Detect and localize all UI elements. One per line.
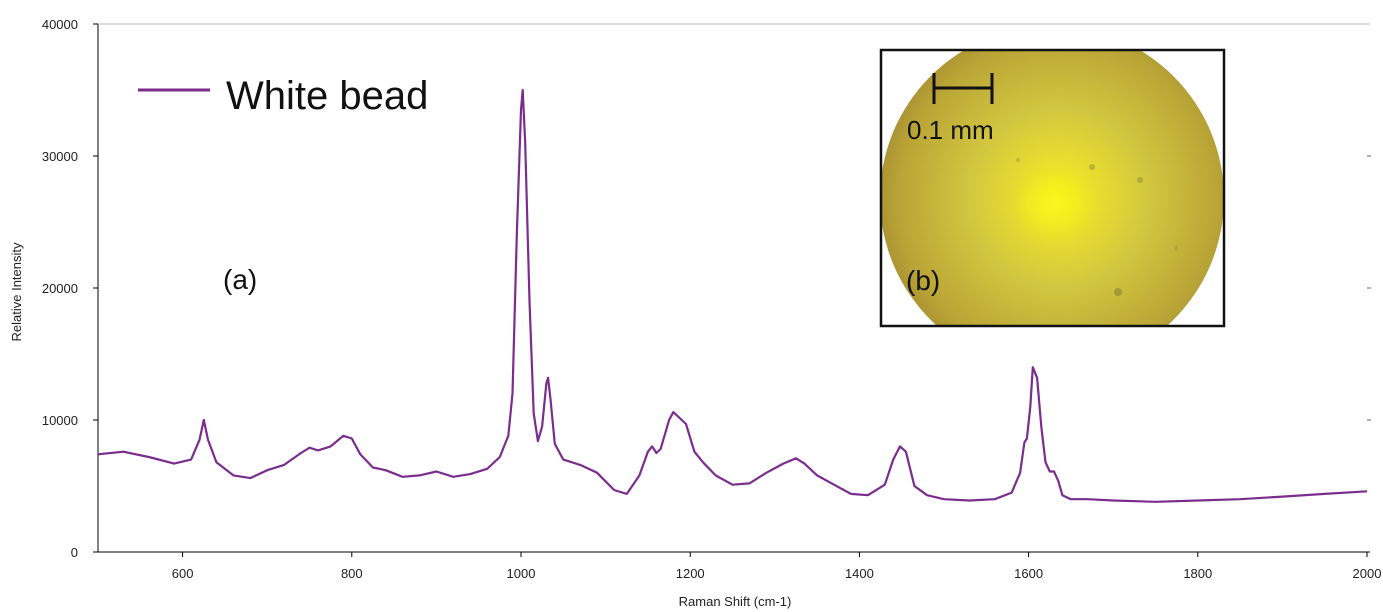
scale-bar bbox=[932, 73, 994, 104]
y-tick-label: 40000 bbox=[42, 17, 78, 32]
y-axis-title: Relative Intensity bbox=[9, 242, 24, 341]
x-tick-label: 1000 bbox=[507, 566, 536, 581]
series-line-white-bead bbox=[97, 88, 1368, 503]
x-tick-label: 1800 bbox=[1183, 566, 1212, 581]
x-tick-label: 2000 bbox=[1353, 566, 1382, 581]
panel-b-label: (b) bbox=[906, 265, 940, 296]
scale-bar-label: 0.1 mm bbox=[907, 115, 994, 145]
legend: White bead bbox=[138, 74, 428, 118]
legend-label: White bead bbox=[226, 74, 428, 118]
inset-frame bbox=[879, 48, 1226, 328]
x-tick-label: 800 bbox=[341, 566, 363, 581]
x-tick-label: 1600 bbox=[1014, 566, 1043, 581]
y-tick-group: 0 10000 20000 30000 40000 bbox=[42, 17, 98, 560]
y-tick-label: 30000 bbox=[42, 149, 78, 164]
right-tick-group bbox=[1367, 155, 1371, 421]
y-tick-label: 20000 bbox=[42, 281, 78, 296]
x-tick-label: 1200 bbox=[676, 566, 705, 581]
panel-a-label: (a) bbox=[223, 264, 257, 295]
inset-micrograph: 0.1 mm (b) bbox=[879, 48, 1226, 328]
x-axis-title: Raman Shift (cm-1) bbox=[679, 594, 792, 609]
x-tick-label: 600 bbox=[172, 566, 194, 581]
bright-spot bbox=[1010, 164, 1098, 244]
y-tick-label: 10000 bbox=[42, 413, 78, 428]
x-tick-label: 1400 bbox=[845, 566, 874, 581]
x-tick-group: 600 800 1000 1200 1400 1600 1800 2000 bbox=[172, 552, 1382, 581]
y-tick-label: 0 bbox=[71, 545, 78, 560]
